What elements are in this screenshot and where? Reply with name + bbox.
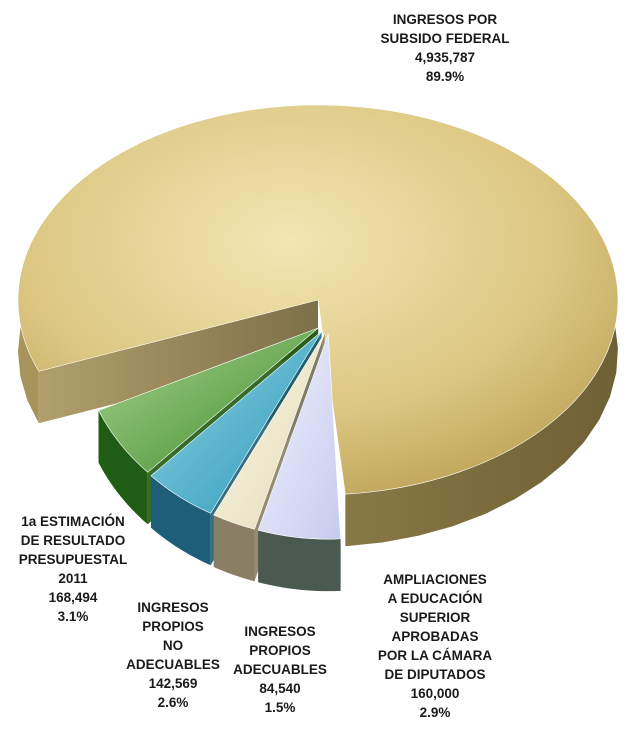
label-percent: 2.9%	[419, 705, 451, 720]
label-line: INGRESOS	[244, 624, 316, 639]
label-estimacion-resultado: 1a ESTIMACIÓN DE RESULTADO PRESUPUESTAL …	[8, 512, 138, 626]
label-value: 160,000	[410, 686, 460, 701]
label-value: 84,540	[259, 681, 301, 696]
pie-slice	[98, 327, 319, 473]
label-line: SUBSIDO FEDERAL	[380, 31, 510, 46]
pie-slice	[17, 104, 619, 495]
pie-slice-side	[258, 530, 341, 592]
label-line: 1a ESTIMACIÓN	[21, 514, 125, 529]
label-line: AMPLIACIONES	[383, 572, 487, 587]
pie-slice	[150, 331, 322, 514]
label-line: INGRESOS POR	[392, 12, 498, 27]
label-propios-no-adecuables: INGRESOS PROPIOS NO ADECUABLES 142,569 2…	[118, 598, 228, 712]
label-percent: 1.5%	[264, 700, 296, 715]
label-line: ADECUABLES	[233, 662, 327, 677]
label-line: ADECUABLES	[126, 657, 220, 672]
label-line: PRESUPUESTAL	[18, 552, 128, 567]
label-percent: 89.9%	[425, 69, 465, 84]
label-subsidio-federal: INGRESOS POR SUBSIDO FEDERAL 4,935,787 8…	[330, 10, 560, 86]
label-value: 168,494	[48, 590, 98, 605]
pie-slice-wall	[38, 300, 318, 424]
label-line: A EDUCACIÓN	[387, 591, 483, 606]
label-line: SUPERIOR	[399, 610, 471, 625]
label-percent: 2.6%	[157, 695, 189, 710]
label-value: 4,935,787	[414, 50, 476, 65]
label-ampliaciones: AMPLIACIONES A EDUCACIÓN SUPERIOR APROBA…	[350, 570, 520, 722]
pie-slice-side	[213, 514, 255, 582]
pie-slice-side	[151, 475, 211, 566]
label-line: NO	[162, 638, 184, 653]
label-line: PROPIOS	[249, 643, 311, 658]
label-percent: 3.1%	[57, 609, 89, 624]
label-line: 2011	[58, 571, 88, 586]
label-value: 142,569	[148, 676, 198, 691]
label-line: APROBADAS	[391, 629, 479, 644]
pie-slice	[257, 334, 341, 540]
label-propios-adecuables: INGRESOS PROPIOS ADECUABLES 84,540 1.5%	[225, 622, 335, 717]
label-line: DE DIPUTADOS	[384, 667, 486, 682]
label-line: DE RESULTADO	[20, 533, 126, 548]
label-line: POR LA CÁMARA	[377, 648, 493, 663]
label-line: INGRESOS	[137, 600, 209, 615]
pie-slice-side	[98, 410, 148, 525]
pie-slice	[213, 333, 325, 530]
label-line: PROPIOS	[142, 619, 204, 634]
